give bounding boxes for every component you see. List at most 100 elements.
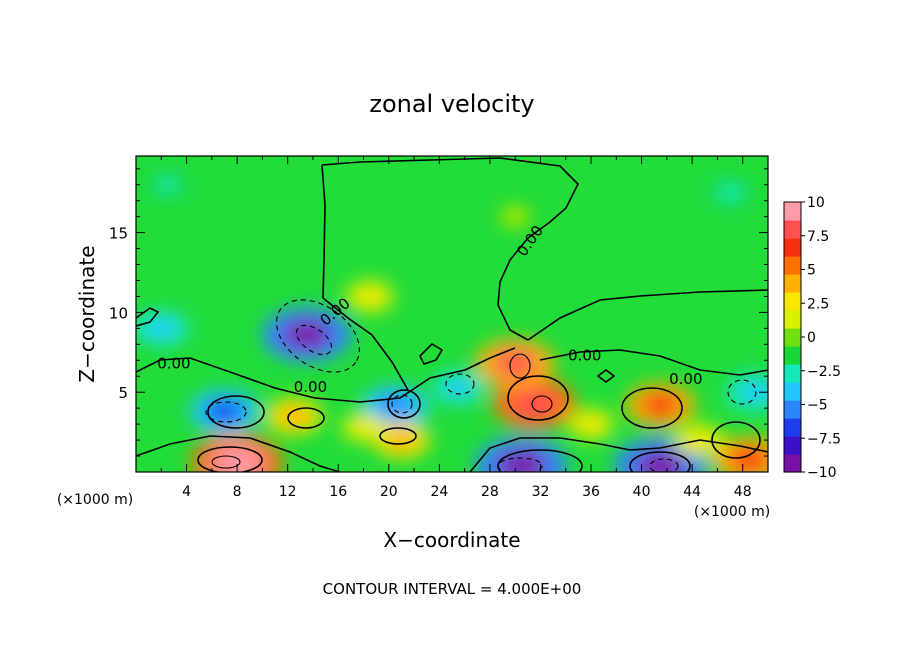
contour-line — [509, 353, 531, 379]
zero-contours — [136, 157, 768, 472]
contour-line — [391, 394, 413, 414]
x-tick-label: 32 — [532, 484, 550, 500]
plot-area: 0.000.000.000.000.000.00 — [135, 155, 769, 473]
field-blob-core — [282, 319, 332, 350]
y-tick-label: 5 — [118, 384, 128, 402]
field-blob-core — [205, 399, 244, 424]
field-blob-core — [641, 393, 680, 417]
contour-line — [539, 349, 768, 376]
contour-line — [629, 451, 691, 472]
field-blob-core — [738, 381, 768, 403]
contour-label: 0.00 — [294, 378, 327, 396]
x-tick-label: 36 — [582, 484, 600, 500]
colorbar: 10 7.5 5 2.5 0 −2.5 −5 −7.5 −10 — [783, 195, 841, 481]
colorbar-swatch — [784, 220, 801, 239]
x-tick-label: 24 — [430, 484, 448, 500]
contour-line — [497, 457, 543, 472]
contour-line — [445, 373, 475, 395]
field-blob-core — [356, 287, 384, 306]
contour-label: 0.00 — [669, 370, 702, 388]
colorbar-swatch — [784, 238, 801, 257]
x-tick-label: 16 — [329, 484, 347, 500]
field-blob-core — [635, 450, 686, 472]
plot-frame — [135, 155, 769, 473]
colorbar-swatch — [784, 256, 801, 275]
field-blob-core — [385, 430, 418, 451]
contour-line — [211, 455, 241, 469]
colorbar-swatch — [784, 328, 801, 347]
x-tick-label: 48 — [734, 484, 752, 500]
field-blob-core — [278, 406, 310, 427]
contour-line — [527, 289, 768, 341]
colorbar-tick-label: 5 — [807, 263, 816, 279]
colorbar-swatch — [784, 346, 801, 365]
field-blob-core — [211, 447, 263, 472]
x-tick-label: 12 — [279, 484, 297, 500]
contour-line — [321, 164, 409, 391]
colorbar-swatch — [784, 310, 801, 329]
contour-line — [136, 347, 516, 403]
colorbar-swatch — [784, 364, 801, 383]
contour-line — [531, 395, 553, 413]
contour-line — [321, 157, 579, 341]
contour-line — [507, 375, 569, 421]
colorbar-tick-label: 10 — [807, 195, 825, 211]
colorbar-swatch — [784, 202, 801, 221]
colorbar-tick-label: −7.5 — [807, 431, 841, 447]
contour-line — [469, 437, 768, 472]
colorbar-swatch — [784, 274, 801, 293]
contour-line — [621, 387, 683, 429]
contour-line — [136, 307, 160, 327]
contour-line — [649, 458, 679, 472]
colorbar-swatch — [784, 454, 801, 473]
field-blob-core — [578, 415, 605, 433]
colorbar-tick-label: 0 — [807, 330, 816, 346]
colorbar-tick-label: 7.5 — [807, 229, 829, 245]
colorbar-swatch — [784, 400, 801, 419]
contour-line — [711, 421, 761, 459]
contour-line — [197, 446, 263, 472]
contour-line — [387, 389, 421, 419]
contour-label: 0.00 — [157, 354, 190, 372]
y-tick-label: 10 — [109, 304, 128, 322]
contour-line — [136, 435, 341, 472]
colorbar-swatch — [784, 382, 801, 401]
contour-line — [205, 401, 247, 423]
x-axis: 4 8 12 16 20 24 28 32 36 40 44 48 — [160, 156, 752, 500]
contour-line — [207, 395, 265, 429]
contour-line — [419, 342, 444, 365]
contour-interval-note: CONTOUR INTERVAL = 4.000E+00 — [323, 580, 582, 598]
contour-line — [727, 379, 757, 405]
y-axis-label: Z−coordinate — [75, 245, 99, 382]
contour-line — [295, 324, 333, 356]
colorbar-tick-label: −2.5 — [807, 364, 841, 380]
colorbar-swatch — [784, 292, 801, 311]
field-blob-core — [351, 419, 376, 436]
contour-line — [276, 299, 360, 373]
x-tick-label: 28 — [481, 484, 499, 500]
x-axis-label: X−coordinate — [383, 528, 520, 552]
contour-line — [379, 427, 417, 445]
x-tick-label: 40 — [633, 484, 651, 500]
colorbar-tick-label: 2.5 — [807, 296, 829, 312]
chart-title: zonal velocity — [369, 90, 534, 118]
colorbar-swatch — [784, 418, 801, 437]
field-blob-core — [145, 318, 177, 339]
x-unit-label-left: (×1000 m) — [57, 492, 133, 508]
field-blob-core — [496, 450, 547, 472]
y-axis: 5 10 15 — [109, 168, 768, 457]
x-tick-label: 20 — [380, 484, 398, 500]
x-tick-label: 44 — [683, 484, 701, 500]
colorbar-swatch — [784, 436, 801, 455]
field-blob-core — [506, 210, 525, 223]
contour-label: 0.00 — [568, 346, 601, 364]
x-tick-label: 8 — [233, 484, 242, 500]
field-blob-core — [729, 446, 768, 472]
colorbar-tick-label: −10 — [807, 465, 837, 481]
field-blob-core — [155, 176, 180, 193]
x-tick-label: 4 — [182, 484, 191, 500]
contour-line — [596, 369, 616, 383]
field-blob-core — [511, 389, 557, 418]
contour-line — [287, 407, 325, 429]
